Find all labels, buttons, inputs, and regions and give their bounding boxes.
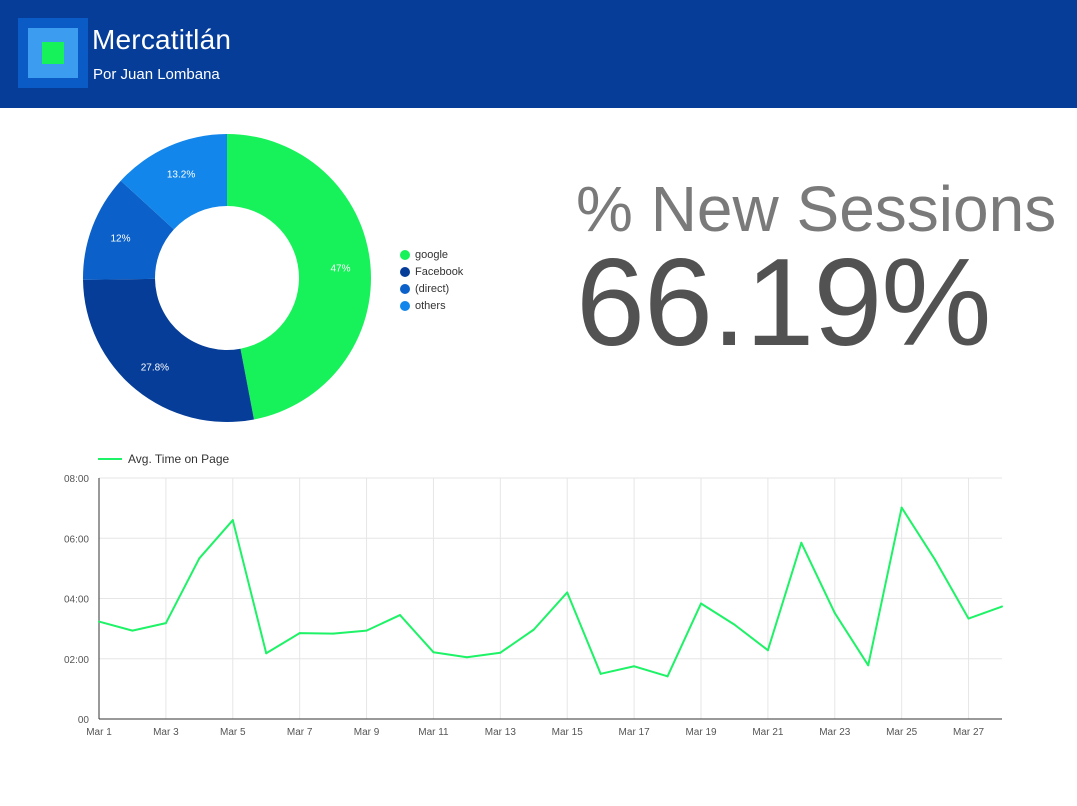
logo-mid-square [28,28,78,78]
data-point [633,665,636,668]
legend-swatch [400,300,410,311]
donut-chart: 47% 27.8% 12% 13.2% [83,134,372,423]
legend-swatch [400,249,410,260]
data-point [733,623,736,626]
y-tick-label: 00 [78,715,90,726]
data-point [599,672,602,675]
data-point [432,651,435,654]
donut-slice-label: 12% [110,233,130,244]
data-point [1001,605,1003,608]
legend-item-3: others [400,297,463,314]
donut-legend: google Facebook (direct) others [400,246,463,314]
data-point [934,558,937,561]
series-line-0 [98,506,1003,678]
y-tick-label: 08:00 [64,474,89,485]
data-point [532,628,535,631]
donut-slice-label: 13.2% [167,170,195,181]
data-point [399,614,401,617]
donut-slice-3 [120,134,227,230]
x-tick-label: Mar 27 [953,727,985,738]
data-point [700,602,702,605]
legend-label: google [415,248,449,261]
x-tick-label: Mar 15 [552,727,584,738]
data-point [499,651,502,654]
x-tick-label: Mar 17 [619,727,651,738]
x-tick-label: Mar 9 [354,727,380,738]
kpi-label: % New Sessions [576,173,1057,245]
x-tick-label: Mar 1 [86,727,112,738]
legend-item-2: (direct) [400,280,463,297]
data-point [566,591,569,594]
x-tick-label: Mar 7 [287,727,313,738]
x-tick-label: Mar 25 [886,727,918,738]
data-point [164,622,167,625]
x-tick-label: Mar 23 [819,727,851,738]
y-tick-label: 02:00 [64,655,89,666]
x-tick-label: Mar 11 [418,727,449,738]
brand-title: Mercatitlán [92,24,232,55]
x-tick-label: Mar 5 [220,727,246,738]
data-point [231,519,234,522]
y-tick-label: 06:00 [64,534,89,545]
data-point [131,629,134,632]
data-point [198,557,201,560]
data-point [265,652,268,655]
legend-label: (direct) [415,282,450,295]
brand-subtitle: Por Juan Lombana [93,66,220,83]
legend-swatch [400,283,410,294]
legend-label: others [415,299,446,312]
data-point [465,656,468,659]
legend-item-1: Facebook [400,263,463,280]
donut-slice-1 [83,278,254,423]
x-tick-label: Mar 19 [685,727,717,738]
line-chart: 00 02:00 04:00 06:00 08:00 Mar 1 Mar 3 Mar 5 Mar… [64,452,1003,738]
logo-icon [18,18,88,88]
data-point [98,620,100,623]
legend-item-0: google [400,246,463,263]
kpi-value: 66.19% [576,234,992,372]
data-point [365,629,368,632]
data-point [332,632,335,635]
logo-inner-square [42,42,64,64]
data-point [900,506,903,509]
data-point [833,612,836,615]
data-point [867,664,870,667]
x-tick-label: Mar 3 [153,727,179,738]
x-tick-label: Mar 21 [752,727,784,738]
line-legend-label: Avg. Time on Page [128,452,230,466]
donut-slice-0 [227,134,372,420]
x-tick-label: Mar 13 [485,727,517,738]
data-point [766,649,769,652]
data-point [298,632,301,635]
y-tick-label: 04:00 [64,595,89,606]
data-point [967,617,970,620]
donut-slice-2 [83,180,174,280]
donut-slice-label: 47% [330,263,350,274]
data-point [666,675,669,678]
legend-label: Facebook [415,265,464,278]
data-point [800,541,803,544]
donut-slice-label: 27.8% [141,362,169,373]
legend-swatch [400,266,410,277]
header-bar: Mercatitlán Por Juan Lombana [0,0,1077,108]
